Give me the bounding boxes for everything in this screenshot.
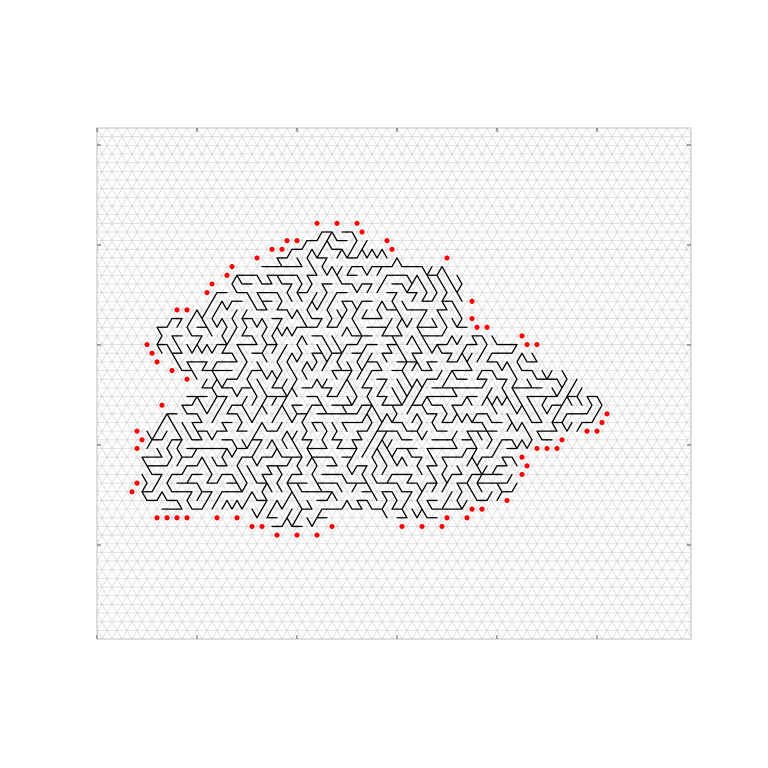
endpoint-dot [599, 419, 605, 426]
endpoint-dot [504, 497, 510, 504]
endpoint-dot [464, 515, 470, 521]
endpoint-dot [259, 523, 265, 530]
endpoint-dot [174, 515, 180, 521]
endpoint-dot [224, 272, 230, 278]
endpoint-dot [534, 341, 540, 348]
endpoint-dot [469, 298, 475, 304]
endpoint-dot [584, 428, 590, 434]
endpoint-dot [399, 523, 405, 530]
endpoint-dot [154, 359, 160, 365]
endpoint-dot [159, 402, 165, 408]
endpoint-dot [389, 246, 395, 252]
endpoint-dot [314, 532, 320, 538]
endpoint-dot [314, 220, 320, 226]
endpoint-dot [469, 315, 475, 322]
endpoint-dot [209, 281, 215, 287]
endpoint-dot [479, 506, 485, 512]
endpoint-dot [444, 255, 450, 261]
endpoint-dot [184, 515, 190, 521]
endpoint-dot [604, 411, 610, 417]
endpoint-dot [524, 463, 530, 469]
endpoint-dot [164, 515, 170, 521]
endpoint-dot [234, 515, 240, 521]
endpoint-dot [474, 324, 480, 330]
plot-frame [96, 127, 692, 640]
walk-paths [141, 231, 603, 528]
walk-path [141, 231, 603, 528]
endpoint-dot [359, 229, 365, 235]
endpoint-dot [519, 471, 525, 478]
endpoint-dot [334, 220, 340, 226]
endpoint-dot [419, 523, 425, 530]
endpoint-dot [284, 238, 290, 244]
endpoint-dot [129, 489, 135, 495]
endpoint-dot [149, 350, 155, 356]
endpoint-dot [134, 445, 140, 452]
endpoint-dot [154, 515, 160, 521]
endpoint-dot [444, 515, 450, 521]
endpoint-dot [329, 523, 335, 530]
endpoint-dot [204, 289, 210, 296]
endpoint-dot [519, 333, 525, 339]
endpoint-dot [249, 523, 255, 530]
endpoint-dot [519, 454, 525, 460]
endpoint-dot [169, 367, 175, 374]
endpoint-dot [294, 532, 300, 538]
endpoint-dot [469, 506, 475, 512]
endpoint-dot [554, 445, 560, 452]
endpoint-dot [544, 445, 550, 452]
endpoint-dot [354, 220, 360, 226]
endpoint-dot [144, 341, 150, 348]
endpoint-dot [134, 480, 140, 486]
endpoint-dot [229, 264, 235, 270]
endpoint-dot [559, 437, 565, 443]
endpoint-dot [594, 428, 600, 434]
endpoint-dot [174, 307, 180, 313]
endpoint-dot [294, 238, 300, 244]
endpoint-dot [139, 437, 145, 443]
endpoint-dot [184, 376, 190, 382]
endpoint-dots [129, 220, 610, 538]
endpoint-dot [214, 515, 220, 521]
endpoint-dot [384, 238, 390, 244]
endpoint-dot [184, 307, 190, 313]
endpoint-dot [534, 445, 540, 452]
endpoint-dot [439, 523, 445, 530]
endpoint-dot [484, 324, 490, 330]
endpoint-dot [134, 428, 140, 434]
axis-ticks [96, 128, 691, 639]
endpoint-dot [269, 246, 275, 252]
endpoint-dot [524, 341, 530, 348]
endpoint-dot [254, 255, 260, 261]
endpoint-dot [279, 246, 285, 252]
endpoint-dot [274, 532, 280, 538]
